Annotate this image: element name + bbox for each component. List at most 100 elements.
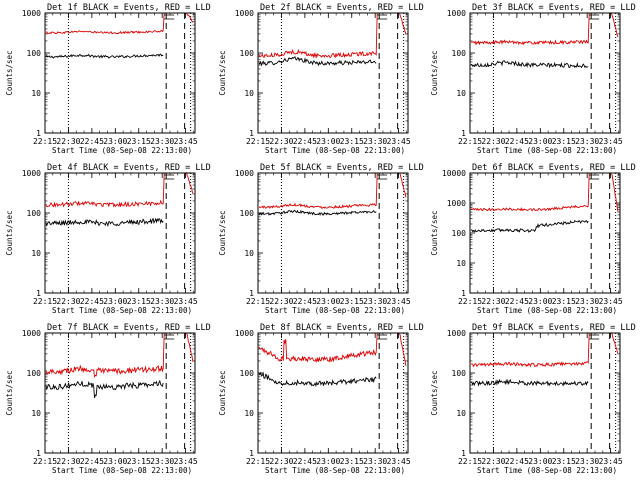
plot-frame: [469, 332, 621, 454]
plot-frame: [257, 12, 409, 134]
x-tick-label: 23:45: [174, 297, 198, 306]
plot-frame: [44, 172, 196, 294]
y-tick-label: 100: [240, 49, 255, 58]
x-tick-label: 23:30: [150, 297, 174, 306]
x-tick-label: 22:30: [481, 137, 505, 146]
y-tick-label: 1000: [447, 199, 466, 208]
x-tick-label: 22:45: [505, 137, 529, 146]
x-tick-label: 22:30: [481, 457, 505, 466]
marker-bracket: [377, 14, 388, 20]
y-axis-label: Counts/sec: [5, 370, 14, 415]
x-tick-label: 22:45: [505, 457, 529, 466]
x-tick-label: 23:45: [599, 297, 623, 306]
x-tick-label: 22:45: [80, 137, 104, 146]
x-axis-label: Start Time (08-Sep-08 22:13:00): [265, 466, 405, 475]
series-tail-lld: [186, 172, 194, 194]
marker-bracket: [589, 14, 600, 20]
x-tick-label: 23:30: [363, 457, 387, 466]
x-tick-label: 22:30: [481, 297, 505, 306]
x-tick-label: 23:15: [340, 137, 364, 146]
y-tick-label: 1000: [235, 329, 254, 338]
series-tail-lld: [611, 173, 619, 212]
plot-frame: [469, 12, 621, 134]
x-tick-label: 23:45: [174, 137, 198, 146]
series-line-events: [470, 219, 589, 233]
plot-frame: [257, 332, 409, 454]
x-axis-label: Start Time (08-Sep-08 22:13:00): [52, 146, 192, 155]
x-tick-label: 22:30: [56, 137, 80, 146]
x-tick-label: 22:30: [269, 457, 293, 466]
y-axis-label: Counts/sec: [430, 370, 439, 415]
y-axis-label: Counts/sec: [218, 210, 227, 255]
x-tick-label: 23:00: [528, 457, 552, 466]
x-tick-label: 23:00: [316, 297, 340, 306]
series-line-events: [45, 53, 164, 59]
plot-title: Det 8f BLACK = Events, RED = LLD: [260, 323, 424, 333]
x-tick-label: 22:15: [33, 297, 57, 306]
x-tick-label: 22:45: [80, 297, 104, 306]
detector-plot-6: Det 6f BLACK = Events, RED = LLD Counts/s…: [430, 163, 636, 315]
series-line-events: [258, 56, 377, 67]
y-tick-label: 10: [31, 249, 41, 258]
x-axis-label: Start Time (08-Sep-08 22:13:00): [52, 306, 192, 315]
y-tick-label: 1: [249, 449, 254, 458]
x-axis-label: Start Time (08-Sep-08 22:13:00): [477, 466, 617, 475]
x-tick-label: 22:45: [505, 297, 529, 306]
series-tail-lld: [186, 332, 194, 362]
marker-bracket: [377, 334, 388, 340]
x-tick-label: 22:15: [246, 137, 270, 146]
x-axis-label: Start Time (08-Sep-08 22:13:00): [477, 306, 617, 315]
y-tick-label: 1: [249, 129, 254, 138]
y-tick-label: 10: [31, 409, 41, 418]
y-tick-label: 1000: [235, 9, 254, 18]
x-tick-label: 22:30: [56, 297, 80, 306]
x-tick-label: 23:15: [127, 457, 151, 466]
series-tail-lld: [399, 172, 407, 198]
series-line-lld: [470, 172, 590, 212]
x-tick-label: 23:15: [127, 297, 151, 306]
x-tick-label: 23:30: [150, 457, 174, 466]
x-tick-label: 23:00: [103, 297, 127, 306]
x-tick-label: 23:45: [599, 137, 623, 146]
plot-frame: [469, 172, 621, 294]
y-tick-label: 10: [456, 409, 466, 418]
x-tick-label: 23:00: [103, 137, 127, 146]
y-tick-label: 1000: [22, 329, 41, 338]
detector-plot-9: Det 9f BLACK = Events, RED = LLD Counts/s…: [430, 323, 636, 475]
x-tick-label: 22:30: [269, 297, 293, 306]
y-tick-label: 1: [36, 449, 41, 458]
detector-plot-1: Det 1f BLACK = Events, RED = LLD Counts/s…: [5, 3, 211, 155]
series-line-events: [470, 378, 589, 387]
series-line-lld: [258, 332, 378, 363]
y-tick-label: 100: [452, 229, 467, 238]
x-tick-label: 23:30: [575, 297, 599, 306]
series-line-lld: [45, 172, 165, 208]
detector-plot-5: Det 5f BLACK = Events, RED = LLD Counts/s…: [218, 163, 424, 315]
y-tick-label: 100: [240, 209, 255, 218]
x-tick-label: 23:00: [528, 137, 552, 146]
x-tick-label: 23:15: [552, 457, 576, 466]
detector-plot-3: Det 3f BLACK = Events, RED = LLD Counts/s…: [430, 3, 636, 155]
x-tick-label: 22:15: [458, 297, 482, 306]
plot-title: Det 7f BLACK = Events, RED = LLD: [47, 323, 211, 333]
series-tail-lld: [399, 333, 407, 367]
x-tick-label: 22:15: [458, 457, 482, 466]
x-axis-label: Start Time (08-Sep-08 22:13:00): [52, 466, 192, 475]
x-tick-label: 23:30: [575, 137, 599, 146]
x-tick-label: 22:15: [33, 137, 57, 146]
x-tick-label: 22:45: [293, 457, 317, 466]
series-tail-lld: [399, 12, 407, 35]
x-tick-label: 23:00: [103, 457, 127, 466]
series-line-lld: [258, 172, 378, 210]
plot-title: Det 6f BLACK = Events, RED = LLD: [472, 163, 636, 173]
x-tick-label: 22:15: [246, 297, 270, 306]
x-tick-label: 22:45: [293, 297, 317, 306]
detector-plot-2: Det 2f BLACK = Events, RED = LLD Counts/s…: [218, 3, 424, 155]
series-line-lld: [45, 332, 165, 378]
marker-bracket: [164, 174, 175, 180]
y-tick-label: 10000: [442, 169, 466, 178]
x-tick-label: 23:45: [599, 457, 623, 466]
x-tick-label: 23:45: [387, 457, 411, 466]
y-tick-label: 10: [244, 249, 254, 258]
